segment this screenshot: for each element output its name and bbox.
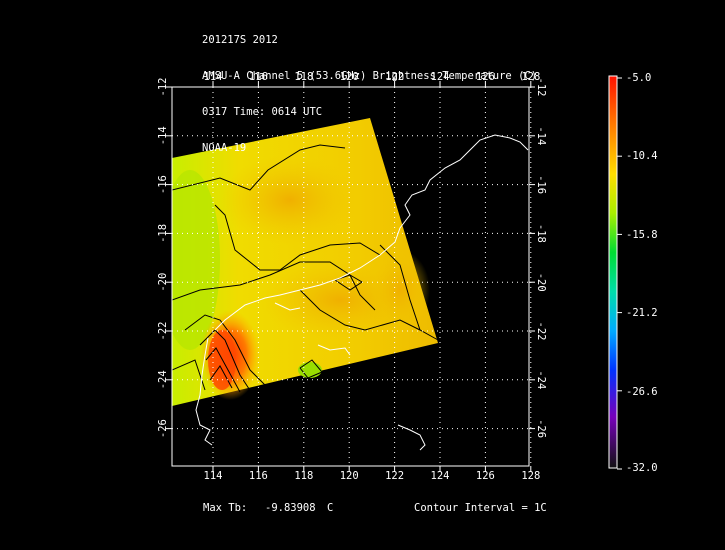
colorbar-label-1: -10.4 [626, 150, 658, 162]
lon-label-bottom: 120 [340, 470, 359, 482]
lat-label-right: -14 [535, 126, 547, 145]
map-frame [171, 86, 530, 467]
colorbar-label-5: -32.0 [626, 462, 658, 474]
colorbar-label-2: -15.8 [626, 229, 658, 241]
lat-label-left: -22 [157, 322, 169, 341]
lon-label-bottom: 124 [431, 470, 450, 482]
lat-label-left: -12 [157, 78, 169, 97]
lat-label-right: -24 [535, 370, 547, 389]
title-line-2: AMSU-A Channel 5 (53.6GHz) Brightness Te… [202, 70, 538, 82]
lat-label-right: -16 [535, 175, 547, 194]
lon-label-top: 120 [340, 71, 359, 83]
colorbar-label-0: -5.0 [626, 72, 652, 84]
lat-label-left: -18 [157, 224, 169, 243]
lon-label-bottom: 128 [521, 470, 540, 482]
lon-label-top: 128 [521, 71, 540, 83]
lon-label-bottom: 114 [204, 470, 223, 482]
title-line-1: 201217S 2012 [202, 34, 278, 46]
lat-label-right: -18 [535, 224, 547, 243]
lon-label-top: 122 [385, 71, 404, 83]
lon-label-top: 126 [476, 71, 495, 83]
max-tb-unit: C [327, 502, 334, 514]
lon-label-top: 116 [249, 71, 268, 83]
contour-interval: Contour Interval = 1C [414, 502, 547, 514]
grid-lines [172, 87, 532, 466]
coastline [195, 134, 529, 451]
lat-labels-right: -12 -14 -16 -18 -20 -22 -24 -26 [535, 78, 547, 439]
lon-label-bottom: 116 [249, 470, 268, 482]
colorbar-label-4: -26.6 [626, 386, 658, 398]
lat-label-left: -26 [157, 419, 169, 438]
lat-label-left: -20 [157, 273, 169, 292]
lon-label-bottom: 118 [294, 470, 313, 482]
lon-label-top: 114 [204, 71, 223, 83]
lon-labels-top: 114 116 118 120 122 124 126 128 [204, 71, 541, 83]
lat-label-left: -16 [157, 175, 169, 194]
lon-label-top: 124 [431, 71, 450, 83]
lat-label-right: -20 [535, 273, 547, 292]
max-tb-label: Max Tb: [203, 502, 248, 514]
figure-title: 201217S 2012 AMSU-A Channel 5 (53.6GHz) … [202, 10, 537, 166]
lat-label-right: -12 [535, 78, 547, 97]
lon-label-bottom: 126 [476, 470, 495, 482]
title-line-3: 0317 Time: 0614 UTC [202, 106, 323, 118]
colorbar [608, 75, 618, 469]
axis-ticks [166, 81, 535, 472]
lon-labels-bottom: 114 116 118 120 122 124 126 128 [204, 470, 541, 482]
max-tb-value: -9.83908 [265, 502, 316, 514]
title-line-4: NOAA-19 [202, 142, 247, 154]
colorbar-label-3: -21.2 [626, 307, 658, 319]
lon-label-top: 118 [294, 71, 313, 83]
colorbar-ticks [617, 77, 622, 470]
lon-label-bottom: 122 [385, 470, 404, 482]
lat-label-left: -14 [157, 126, 169, 145]
lat-label-left: -24 [157, 370, 169, 389]
temperature-contours [172, 144, 439, 399]
lat-label-right: -26 [535, 419, 547, 438]
lat-labels-left: -12 -14 -16 -18 -20 -22 -24 -26 [157, 78, 169, 439]
lat-label-right: -22 [535, 322, 547, 341]
